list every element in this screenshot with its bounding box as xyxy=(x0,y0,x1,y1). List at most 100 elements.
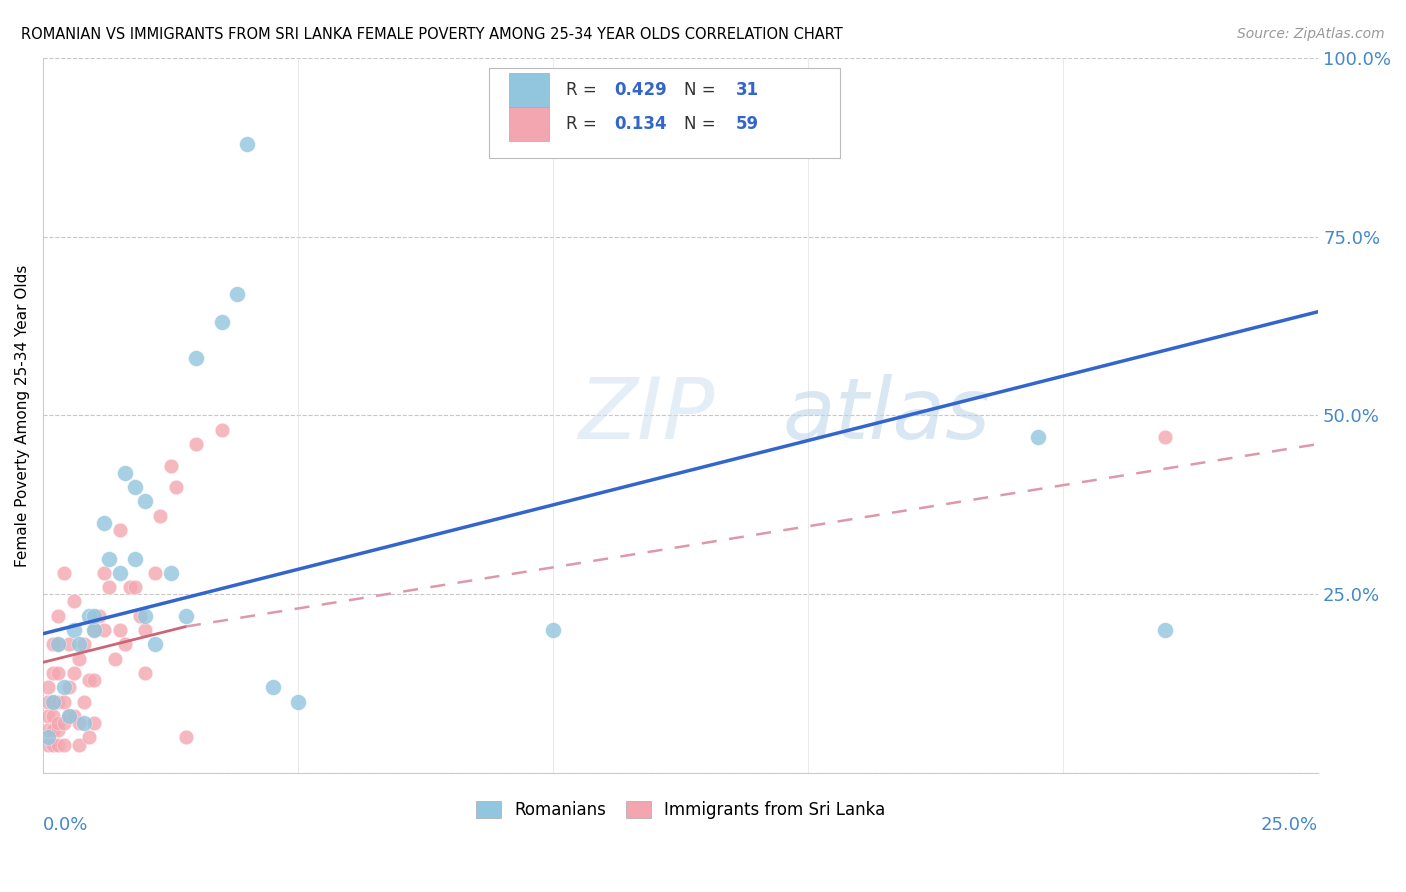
Point xyxy=(134,608,156,623)
Text: 31: 31 xyxy=(735,81,759,99)
Point xyxy=(48,716,70,731)
Point xyxy=(73,695,96,709)
Point xyxy=(1154,623,1177,637)
Point xyxy=(211,423,233,437)
Point xyxy=(48,637,70,651)
Point xyxy=(159,566,181,580)
Point xyxy=(211,315,233,329)
Point xyxy=(42,695,65,709)
Point xyxy=(93,566,115,580)
Point xyxy=(42,738,65,752)
Point xyxy=(541,623,564,637)
Point xyxy=(52,566,75,580)
Point xyxy=(73,716,96,731)
Y-axis label: Female Poverty Among 25-34 Year Olds: Female Poverty Among 25-34 Year Olds xyxy=(15,264,30,566)
Point xyxy=(129,608,152,623)
Point xyxy=(62,666,84,681)
Point xyxy=(174,608,197,623)
Point xyxy=(77,731,100,745)
Point xyxy=(226,286,249,301)
Point xyxy=(114,637,136,651)
Point xyxy=(174,731,197,745)
Point xyxy=(42,695,65,709)
Point xyxy=(52,695,75,709)
FancyBboxPatch shape xyxy=(489,69,839,158)
Point xyxy=(287,695,309,709)
Point xyxy=(93,623,115,637)
Point xyxy=(134,666,156,681)
Point xyxy=(186,437,208,451)
Text: 0.0%: 0.0% xyxy=(44,816,89,834)
Point xyxy=(48,723,70,738)
Point xyxy=(124,551,146,566)
Point xyxy=(58,709,80,723)
Text: N =: N = xyxy=(685,81,721,99)
Point xyxy=(118,580,141,594)
Point xyxy=(165,480,187,494)
Point xyxy=(52,738,75,752)
Point xyxy=(124,480,146,494)
Point xyxy=(149,508,172,523)
Point xyxy=(62,709,84,723)
Point xyxy=(262,681,284,695)
Point xyxy=(77,608,100,623)
Point xyxy=(77,673,100,688)
Point xyxy=(48,608,70,623)
Point xyxy=(83,716,105,731)
Point xyxy=(83,608,105,623)
Point xyxy=(62,594,84,608)
Point xyxy=(98,551,121,566)
Text: 0.134: 0.134 xyxy=(614,115,666,133)
Point xyxy=(186,351,208,366)
Point xyxy=(1154,430,1177,444)
Point xyxy=(108,623,131,637)
Point xyxy=(93,516,115,530)
Point xyxy=(42,723,65,738)
Legend: Romanians, Immigrants from Sri Lanka: Romanians, Immigrants from Sri Lanka xyxy=(470,794,893,826)
Point xyxy=(108,523,131,537)
Text: R =: R = xyxy=(567,115,602,133)
Point xyxy=(159,458,181,473)
Point xyxy=(1026,430,1049,444)
Point xyxy=(134,494,156,508)
Point xyxy=(58,637,80,651)
Point xyxy=(114,466,136,480)
Point xyxy=(89,608,111,623)
Bar xyxy=(509,73,550,107)
Text: atlas: atlas xyxy=(783,374,991,457)
Point xyxy=(108,566,131,580)
Point xyxy=(52,681,75,695)
Point xyxy=(42,709,65,723)
Text: R =: R = xyxy=(567,81,602,99)
Text: 0.429: 0.429 xyxy=(614,81,666,99)
Text: 25.0%: 25.0% xyxy=(1261,816,1319,834)
Point xyxy=(67,651,90,665)
Point xyxy=(134,623,156,637)
Text: 59: 59 xyxy=(735,115,759,133)
Point xyxy=(67,716,90,731)
Point xyxy=(67,637,90,651)
Text: Source: ZipAtlas.com: Source: ZipAtlas.com xyxy=(1237,27,1385,41)
Point xyxy=(58,681,80,695)
Text: N =: N = xyxy=(685,115,721,133)
Point xyxy=(58,709,80,723)
Point xyxy=(48,738,70,752)
Point xyxy=(48,695,70,709)
Bar xyxy=(509,107,550,142)
Point xyxy=(42,637,65,651)
Point xyxy=(67,738,90,752)
Point xyxy=(83,623,105,637)
Point xyxy=(37,709,59,723)
Point xyxy=(83,623,105,637)
Point xyxy=(37,681,59,695)
Point xyxy=(145,637,167,651)
Point xyxy=(124,580,146,594)
Point xyxy=(48,637,70,651)
Point xyxy=(37,738,59,752)
Point xyxy=(236,136,259,151)
Point xyxy=(145,566,167,580)
Point xyxy=(98,580,121,594)
Point xyxy=(37,731,59,745)
Point xyxy=(37,695,59,709)
Point xyxy=(83,673,105,688)
